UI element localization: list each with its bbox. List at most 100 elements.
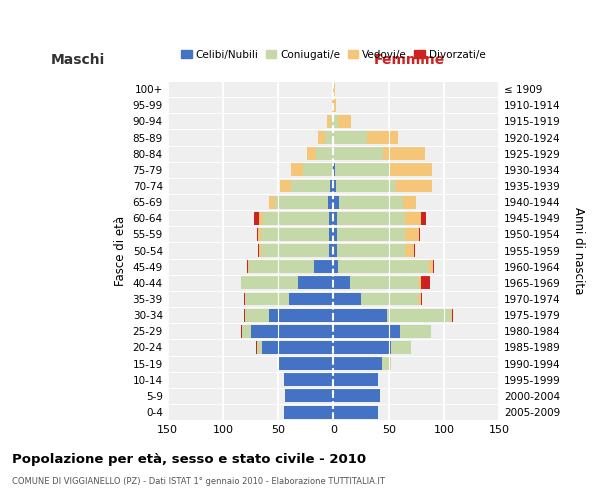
Bar (257, 341, 262, 354)
Bar (285, 390, 334, 402)
Bar (334, 228, 337, 241)
Bar (428, 260, 433, 273)
Bar (245, 292, 289, 306)
Y-axis label: Anni di nascita: Anni di nascita (572, 207, 585, 294)
Bar (386, 308, 451, 322)
Bar (383, 147, 425, 160)
Bar (334, 131, 367, 144)
Bar (298, 276, 334, 289)
Bar (338, 260, 428, 273)
Bar (361, 292, 419, 306)
Bar (390, 164, 432, 176)
Bar (433, 260, 434, 273)
Bar (284, 374, 334, 386)
Bar (241, 276, 298, 289)
Bar (451, 308, 452, 322)
Bar (419, 292, 421, 306)
Bar (334, 164, 335, 176)
Bar (244, 292, 245, 306)
Bar (269, 196, 275, 208)
Bar (403, 196, 416, 208)
Bar (248, 260, 250, 273)
Bar (335, 164, 390, 176)
Bar (280, 180, 292, 192)
Bar (421, 292, 422, 306)
Bar (421, 276, 430, 289)
Bar (244, 308, 245, 322)
Bar (241, 325, 242, 338)
Bar (254, 212, 259, 224)
Bar (314, 260, 334, 273)
Bar (262, 341, 334, 354)
Bar (419, 276, 421, 289)
Bar (367, 131, 398, 144)
Bar (334, 292, 361, 306)
Bar (302, 164, 334, 176)
Bar (259, 212, 263, 224)
Bar (278, 357, 334, 370)
Bar (400, 325, 431, 338)
Bar (269, 308, 334, 322)
Bar (307, 147, 316, 160)
Bar (334, 374, 377, 386)
Text: Femmine: Femmine (374, 54, 445, 68)
Bar (334, 82, 335, 96)
Bar (250, 260, 314, 273)
Bar (414, 244, 415, 257)
Bar (329, 244, 334, 257)
Bar (452, 308, 453, 322)
Bar (334, 308, 386, 322)
Bar (334, 196, 339, 208)
Bar (334, 180, 335, 192)
Bar (421, 212, 427, 224)
Bar (391, 341, 411, 354)
Bar (382, 357, 391, 370)
Bar (334, 357, 382, 370)
Bar (337, 228, 406, 241)
Bar (328, 196, 334, 208)
Bar (256, 341, 257, 354)
Bar (334, 390, 380, 402)
Bar (406, 244, 414, 257)
Bar (330, 180, 334, 192)
Bar (334, 244, 337, 257)
Bar (275, 196, 328, 208)
Bar (337, 244, 406, 257)
Bar (292, 180, 330, 192)
Bar (329, 228, 334, 241)
Bar (406, 228, 419, 241)
Bar (335, 180, 397, 192)
Bar (257, 228, 259, 241)
Text: Maschi: Maschi (51, 54, 105, 68)
Bar (334, 406, 377, 418)
Text: COMUNE DI VIGGIANELLO (PZ) - Dati ISTAT 1° gennaio 2010 - Elaborazione TUTTITALI: COMUNE DI VIGGIANELLO (PZ) - Dati ISTAT … (12, 478, 385, 486)
Bar (406, 212, 421, 224)
Bar (350, 276, 419, 289)
Bar (338, 115, 351, 128)
Bar (334, 147, 383, 160)
Bar (251, 325, 334, 338)
Bar (329, 212, 334, 224)
Bar (339, 196, 403, 208)
Bar (334, 260, 338, 273)
Y-axis label: Fasce di età: Fasce di età (114, 216, 127, 286)
Bar (260, 244, 329, 257)
Bar (334, 99, 335, 112)
Text: Popolazione per età, sesso e stato civile - 2010: Popolazione per età, sesso e stato civil… (12, 452, 366, 466)
Bar (334, 212, 337, 224)
Bar (327, 115, 331, 128)
Bar (334, 325, 400, 338)
Bar (263, 212, 329, 224)
Bar (284, 406, 334, 418)
Bar (292, 164, 302, 176)
Bar (245, 308, 269, 322)
Legend: Celibi/Nubili, Coniugati/e, Vedovi/e, Divorzati/e: Celibi/Nubili, Coniugati/e, Vedovi/e, Di… (177, 46, 490, 64)
Bar (259, 228, 260, 241)
Bar (337, 212, 406, 224)
Bar (332, 99, 334, 112)
Bar (247, 260, 248, 273)
Bar (334, 276, 350, 289)
Bar (289, 292, 334, 306)
Bar (260, 228, 329, 241)
Bar (242, 325, 251, 338)
